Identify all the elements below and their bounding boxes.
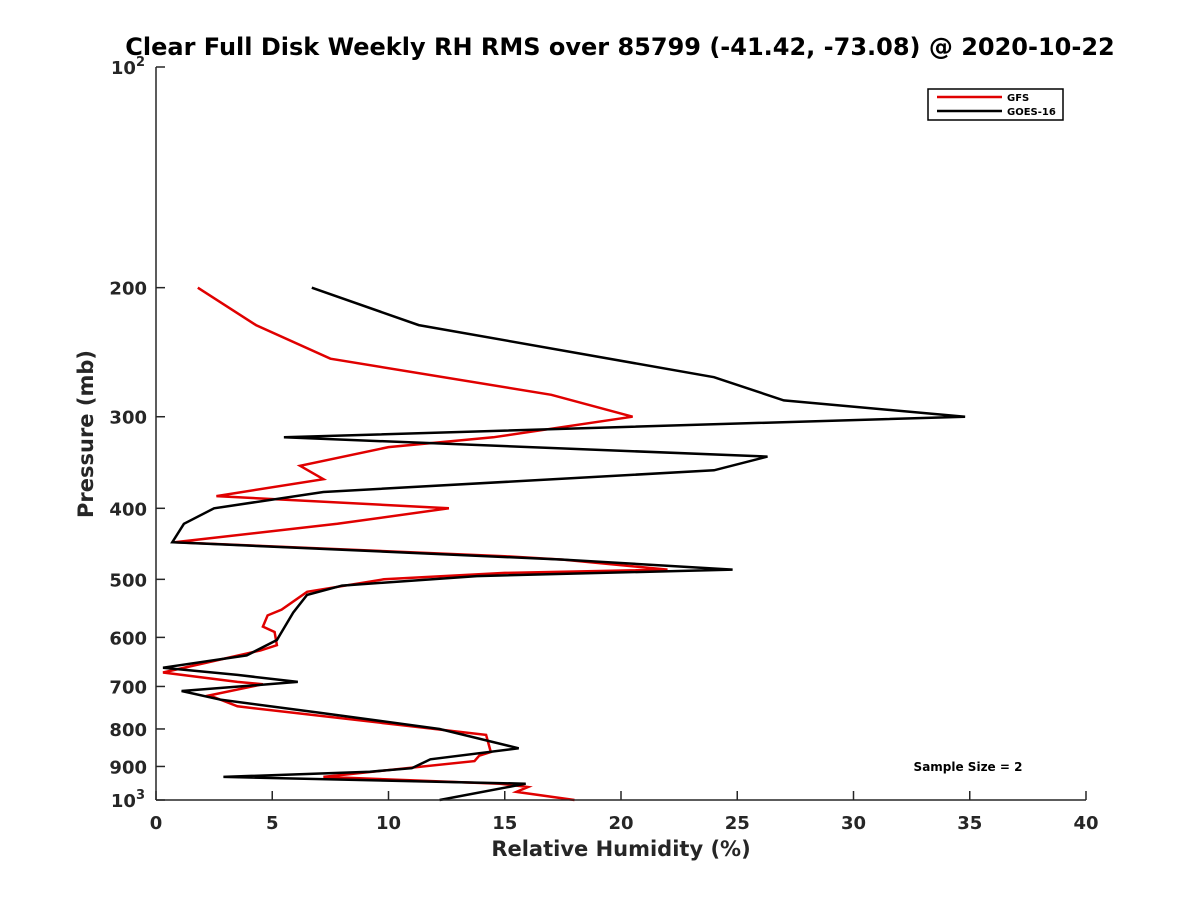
series-layer [162,286,966,802]
y-tick-label: 102 [111,55,145,79]
legend-label-gfs: GFS [1007,93,1029,104]
series-line-goes16 [162,286,966,802]
x-tick-label: 20 [608,813,633,834]
y-tick-label: 800 [109,720,147,741]
y-tick-label: 103 [111,788,145,812]
y-tick-label: 600 [109,628,147,649]
legend-label-goes16: GOES-16 [1007,107,1056,118]
y-tick-label: 300 [109,408,147,429]
chart-title: Clear Full Disk Weekly RH RMS over 85799… [125,33,1114,61]
x-tick-label: 0 [150,813,163,834]
x-tick-label: 25 [725,813,750,834]
axes-layer [155,67,1086,801]
x-tick-label: 15 [492,813,517,834]
legend-box [927,88,1064,121]
x-ticks: 0 5 10 15 20 25 30 35 40 [150,791,1099,834]
y-ticks: 102 200 300 400 500 600 700 800 900 103 [109,55,165,812]
sample-size-annotation: Sample Size = 2 [914,760,1023,774]
y-tick-label: 700 [109,677,147,698]
x-tick-label: 35 [957,813,982,834]
y-tick-label: 200 [109,279,147,300]
y-tick-label: 500 [109,570,147,591]
x-tick-label: 40 [1073,813,1098,834]
x-axis-label: Relative Humidity (%) [491,837,750,861]
x-tick-label: 30 [841,813,866,834]
y-axis-label: Pressure (mb) [74,350,98,518]
y-tick-label: 400 [109,499,147,520]
legend: GFS GOES-16 [927,88,1064,121]
y-tick-label: 900 [109,757,147,778]
x-tick-label: 10 [376,813,401,834]
x-tick-label: 5 [266,813,279,834]
series-line-gfs [162,286,668,802]
